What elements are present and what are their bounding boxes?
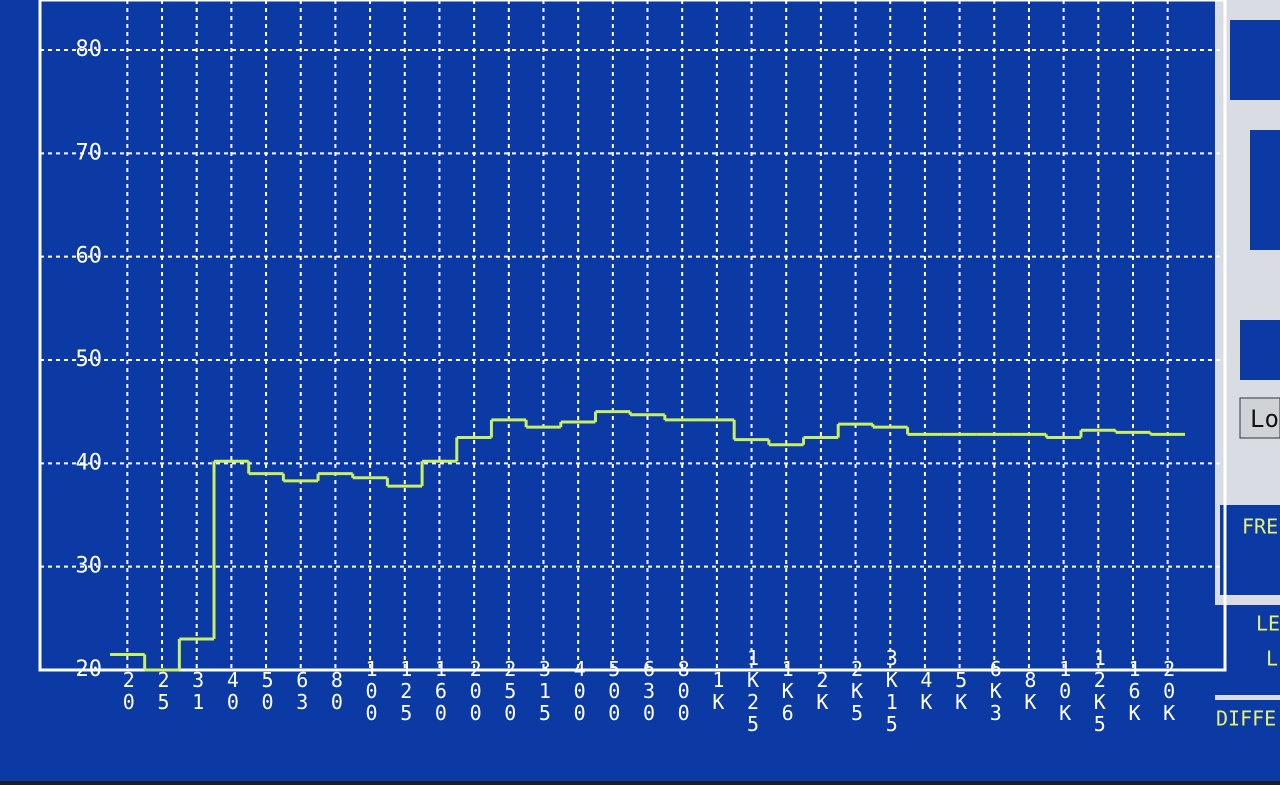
x-tick-label: 25: [152, 668, 176, 712]
x-tick-label: 31: [186, 668, 210, 712]
panel-box: [1230, 20, 1280, 100]
x-tick-label: 80: [325, 668, 349, 712]
x-tick-label: 10K: [1053, 657, 1077, 723]
x-tick-label: 630: [637, 657, 661, 723]
panel-box: [1240, 320, 1280, 380]
x-tick-label: 5K: [949, 668, 973, 712]
x-tick-label: 8K: [1018, 668, 1042, 712]
x-tick-label: 400: [568, 657, 592, 723]
x-tick-label: 50: [256, 668, 280, 712]
x-tick-label: 800: [672, 657, 696, 723]
x-tick-label: 20: [117, 668, 141, 712]
button-label: Lo: [1250, 405, 1279, 433]
x-tick-label: 20K: [1157, 657, 1181, 723]
x-tick-label: 2K5: [845, 657, 869, 723]
x-tick-label: 16K: [1122, 657, 1146, 723]
x-tick-label: 100: [360, 657, 384, 723]
panel-label: LE: [1256, 612, 1280, 636]
x-tick-label: 160: [429, 657, 453, 723]
x-tick-label: 12K5: [1088, 646, 1112, 734]
x-tick-label: 6K3: [984, 657, 1008, 723]
panel-box: [1250, 130, 1280, 250]
panel-box: [1205, 700, 1280, 781]
x-tick-label: 40: [221, 668, 245, 712]
x-tick-label: 315: [533, 657, 557, 723]
x-tick-label: 1K: [706, 668, 730, 712]
x-tick-label: 200: [464, 657, 488, 723]
x-tick-label: 250: [498, 657, 522, 723]
x-tick-label: 63: [290, 668, 314, 712]
lo-button[interactable]: [1239, 397, 1280, 439]
x-tick-label: 3K15: [880, 646, 904, 734]
panel-label: DIFFE: [1216, 707, 1276, 731]
panel-box: [1205, 605, 1280, 695]
x-tick-label: 1K25: [741, 646, 765, 734]
panel-label: FRE: [1242, 515, 1278, 539]
x-tick-label: 2K: [810, 668, 834, 712]
x-tick-label: 125: [394, 657, 418, 723]
x-tick-label: 4K: [914, 668, 938, 712]
panel-box: [1220, 505, 1280, 595]
chart-background: [0, 0, 1250, 781]
x-tick-label: 500: [602, 657, 626, 723]
x-tick-label: 1K6: [776, 657, 800, 723]
panel-label: L: [1266, 647, 1278, 671]
